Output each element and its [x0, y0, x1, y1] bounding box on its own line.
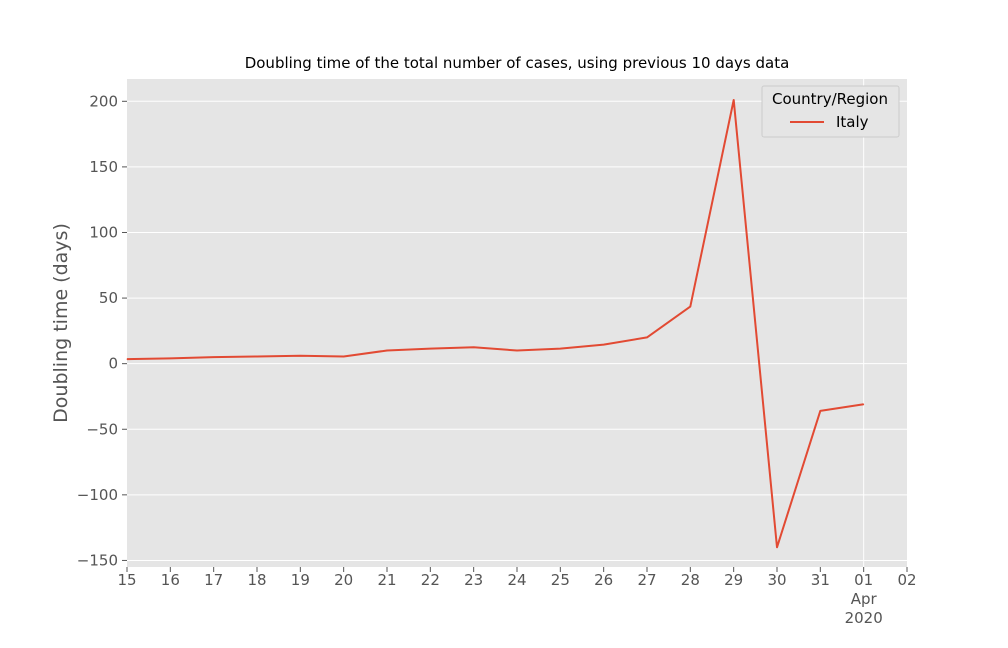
data-point: [819, 410, 821, 412]
data-point: [646, 336, 648, 338]
x-tick-label: 28: [681, 571, 700, 589]
legend-title: Country/Region: [772, 90, 888, 108]
data-point: [343, 355, 345, 357]
x-tick-label: 20: [334, 571, 353, 589]
x-tick-label: 16: [161, 571, 180, 589]
x-tick-label: 17: [204, 571, 223, 589]
x-tick-sublabel: 2020: [845, 609, 883, 627]
y-tick-label: −150: [77, 551, 118, 569]
grid-lines: [127, 79, 907, 567]
y-tick-label: 200: [89, 92, 118, 110]
x-tick-sublabel: Apr: [851, 590, 878, 608]
y-tick-label: 150: [89, 158, 118, 176]
x-tick-label: 22: [421, 571, 440, 589]
x-axis-ticks: 15 16 17 18 19 20 21 22 23 24 25 26 27 28 29 30 31 01Apr2…: [117, 567, 917, 627]
x-tick-label: 30: [767, 571, 786, 589]
legend-box: [761, 85, 900, 138]
series-group: [126, 99, 865, 549]
data-point: [733, 99, 735, 101]
plot-area: [127, 79, 907, 567]
x-tick-label: 27: [637, 571, 656, 589]
data-point: [429, 348, 431, 350]
data-point: [473, 346, 475, 348]
legend: Country/Region Italy: [761, 85, 900, 138]
data-point: [169, 357, 171, 359]
y-tick-label: −100: [77, 486, 118, 504]
x-tick-label: 21: [377, 571, 396, 589]
x-tick-label: 31: [811, 571, 830, 589]
data-point: [299, 355, 301, 357]
x-tick-label: 02: [897, 571, 916, 589]
y-tick-label: −50: [86, 420, 118, 438]
data-point: [863, 403, 865, 405]
data-point: [776, 546, 778, 548]
x-tick-label: 24: [507, 571, 526, 589]
data-point: [689, 306, 691, 308]
x-tick-label: 23: [464, 571, 483, 589]
legend-label-italy: Italy: [836, 113, 869, 131]
data-point: [603, 344, 605, 346]
y-tick-label: 100: [89, 223, 118, 241]
x-tick-label: 26: [594, 571, 613, 589]
y-axis-ticks: 200 150 100 50 0 −50 −100 −150: [77, 92, 127, 569]
x-tick-label: 19: [291, 571, 310, 589]
data-point: [516, 350, 518, 352]
y-axis-label: Doubling time (days): [50, 223, 72, 423]
chart-title: Doubling time of the total number of cas…: [245, 54, 790, 72]
x-tick-label: 01: [854, 571, 873, 589]
series-line-italy: [126, 99, 864, 549]
x-tick-label: 25: [551, 571, 570, 589]
x-tick-label: 29: [724, 571, 743, 589]
data-point: [256, 355, 258, 357]
y-tick-label: 50: [99, 289, 118, 307]
x-tick-label: 18: [247, 571, 266, 589]
data-point: [386, 350, 388, 352]
data-point: [126, 358, 128, 360]
data-point: [559, 348, 561, 350]
x-tick-label: 15: [117, 571, 136, 589]
data-point: [213, 356, 215, 358]
y-tick-label: 0: [108, 355, 118, 373]
